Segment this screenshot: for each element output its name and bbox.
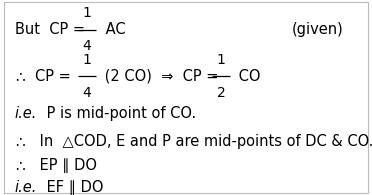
Text: ∴: ∴: [15, 69, 25, 84]
Text: (given): (given): [292, 22, 343, 37]
Text: i.e.: i.e.: [15, 180, 37, 195]
Text: ∴: ∴: [15, 134, 25, 149]
Text: (2 CO)  ⇒  CP =: (2 CO) ⇒ CP =: [100, 69, 223, 84]
Text: 1: 1: [83, 6, 91, 20]
Text: P is mid-point of CO.: P is mid-point of CO.: [42, 106, 196, 121]
Text: 4: 4: [83, 39, 91, 53]
Text: In  △COD, E and P are mid-points of DC & CO.: In △COD, E and P are mid-points of DC & …: [35, 134, 372, 149]
Text: 1: 1: [217, 53, 225, 67]
Text: AC: AC: [101, 22, 126, 37]
Text: 1: 1: [83, 53, 91, 67]
Text: 2: 2: [217, 86, 225, 100]
Text: 4: 4: [83, 86, 91, 100]
Text: i.e.: i.e.: [15, 106, 37, 121]
Text: CO: CO: [234, 69, 261, 84]
Text: EF ∥ DO: EF ∥ DO: [42, 180, 103, 195]
Text: ∴: ∴: [15, 158, 25, 173]
Text: CP =: CP =: [35, 69, 75, 84]
Text: But  CP =: But CP =: [15, 22, 89, 37]
Text: EP ∥ DO: EP ∥ DO: [35, 158, 97, 173]
